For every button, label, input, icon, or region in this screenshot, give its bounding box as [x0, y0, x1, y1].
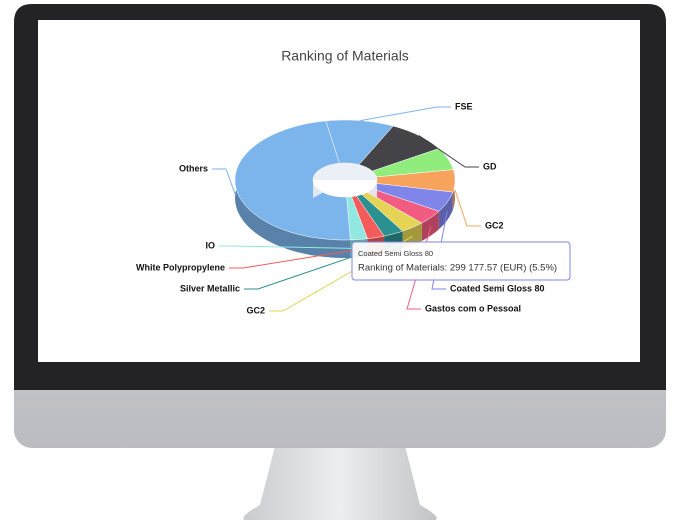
chart-title: Ranking of Materials	[281, 48, 409, 64]
monitor-stand	[243, 446, 437, 520]
leader-line	[229, 246, 376, 269]
tooltip-title: Coated Semi Gloss 80	[358, 249, 433, 258]
data-label: Others	[179, 163, 208, 173]
data-label: GC2	[246, 305, 265, 315]
leader-line	[454, 189, 481, 227]
leader-line	[244, 242, 394, 290]
leader-line	[212, 168, 237, 196]
leader-line	[418, 135, 479, 168]
data-label: White Polypropylene	[136, 262, 225, 272]
data-label: GD	[483, 161, 497, 171]
tooltip-box	[351, 241, 571, 281]
data-label: Silver Metallic	[180, 283, 240, 293]
pie-chart: FSE GD GC2 Coated Semi Gloss 80 Gastos com o…	[136, 101, 545, 315]
data-label: Coated Semi Gloss 80	[450, 283, 545, 293]
slice-side	[421, 211, 439, 241]
tooltip-text: Ranking of Materials: 299 177.57 (EUR) (…	[358, 263, 557, 274]
slice-side	[438, 192, 453, 230]
data-label: Gastos com o Pessoal	[425, 303, 521, 313]
leader-line	[219, 245, 359, 250]
data-label: IO	[205, 240, 215, 250]
data-label: FSE	[455, 101, 473, 111]
leader-line	[360, 106, 451, 122]
leader-line	[431, 210, 448, 290]
tooltip: Coated Semi Gloss 80 Ranking of Material…	[351, 241, 571, 281]
data-label: GC2	[485, 220, 504, 230]
donut-hole-floor	[313, 180, 377, 197]
